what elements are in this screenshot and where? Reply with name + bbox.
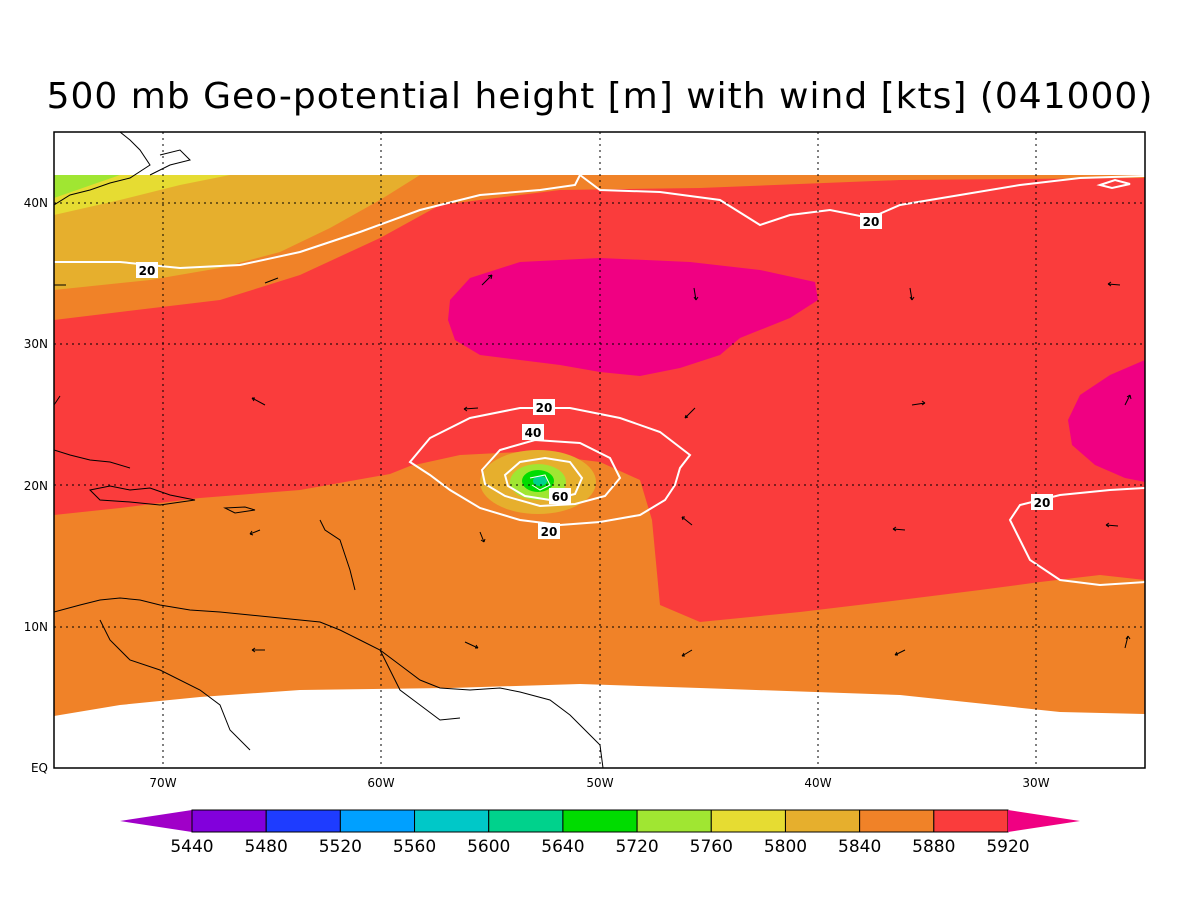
lat-label: EQ <box>31 761 48 775</box>
colorbar-segment <box>562 809 638 833</box>
wind-arrow <box>479 531 486 543</box>
lon-label: 40W <box>804 776 831 790</box>
colorbar-extend-low <box>120 810 192 832</box>
wind-arrow <box>53 395 61 406</box>
wind-arrow <box>894 649 906 656</box>
contour-label: 20 <box>863 215 880 229</box>
wind-arrow <box>681 649 693 657</box>
contour-20-ring <box>408 407 692 527</box>
colorbar-label: 5520 <box>319 837 362 857</box>
colorbar: 5440 5480 5520 5560 5600 5640 5720 5760 5800 5840… <box>120 809 1080 857</box>
coast-north-america <box>54 132 151 206</box>
plot-frame <box>53 131 1146 769</box>
wind-arrow <box>892 526 906 532</box>
contour-20-east <box>1008 487 1145 587</box>
colorbar-extend-high <box>1008 810 1080 832</box>
colorbar-label: 5920 <box>986 837 1029 857</box>
region-high-east <box>1068 360 1145 482</box>
colorbar-segment <box>859 809 935 833</box>
region-5840 <box>54 175 420 290</box>
colorbar-segment <box>339 809 416 833</box>
wind-arrow <box>464 641 479 649</box>
contour-label: 60 <box>552 490 569 504</box>
wind-vectors <box>53 274 1132 657</box>
colorbar-segment <box>784 809 861 833</box>
chart-title: 500 mb Geo-potential height [m] with win… <box>46 76 1154 117</box>
lat-labels: EQ 10N 20N 30N 40N <box>24 196 48 775</box>
region-high-north <box>448 258 818 376</box>
region-5760 <box>54 175 120 198</box>
wind-arrow <box>251 647 265 653</box>
wind-arrow <box>463 406 479 412</box>
hurricane-core-vectors <box>529 474 551 491</box>
wind-arrow <box>909 287 915 301</box>
colorbar-segment <box>636 809 712 833</box>
colorbar-label: 5840 <box>838 837 881 857</box>
region-5800 <box>54 175 230 215</box>
lat-label: 10N <box>24 620 48 634</box>
region-5640-core <box>533 476 547 486</box>
colorbar-label: 5880 <box>912 837 955 857</box>
wind-arrow <box>1124 394 1132 406</box>
colorbar-segment <box>414 809 490 833</box>
coast-nova-scotia <box>149 149 191 176</box>
colorbar-segment <box>191 809 267 833</box>
colorbar-label: 5440 <box>170 837 213 857</box>
lon-label: 30W <box>1022 776 1049 790</box>
colorbar-segment <box>933 809 1009 833</box>
wind-arrow <box>1124 635 1131 649</box>
coast-interior <box>99 619 251 751</box>
wind-arrow <box>693 287 699 301</box>
wind-arrow <box>529 474 551 491</box>
lon-label: 70W <box>149 776 176 790</box>
wind-arrow <box>1107 281 1121 287</box>
lon-label: 60W <box>367 776 394 790</box>
coast-orinoco <box>379 649 461 721</box>
colorbar-label: 5640 <box>541 837 584 857</box>
contour-20-ne-loop <box>1096 178 1131 190</box>
wind-arrow <box>251 397 266 406</box>
colorbar-segment <box>265 809 341 833</box>
lon-labels: 70W 60W 50W 40W 30W <box>149 776 1049 790</box>
coastlines <box>54 132 604 768</box>
coast-hispaniola <box>88 485 196 506</box>
colorbar-segment <box>488 809 564 833</box>
colorbar-label: 5760 <box>690 837 733 857</box>
contour-20-north <box>54 174 1145 270</box>
lat-label: 20N <box>24 479 48 493</box>
coast-puerto-rico <box>223 506 256 514</box>
contour-label: 20 <box>139 264 156 278</box>
coast-cuba <box>54 449 131 469</box>
coast-south-america <box>54 597 604 768</box>
contour-label: 20 <box>541 525 558 539</box>
wind-contours <box>54 174 1145 587</box>
contour-60-ring <box>503 456 584 502</box>
lat-label: 30N <box>24 337 48 351</box>
contour-40-ring <box>480 438 622 508</box>
colorbar-segment <box>710 809 786 833</box>
lat-label: 40N <box>24 196 48 210</box>
colorbar-label: 5600 <box>467 837 510 857</box>
colorbar-label: 5480 <box>245 837 288 857</box>
colorbar-label: 5560 <box>393 837 436 857</box>
contour-label: 20 <box>1034 496 1051 510</box>
lon-label: 50W <box>586 776 613 790</box>
wind-arrow <box>481 274 493 286</box>
contour-labels: 20 20 20 40 60 20 20 <box>136 213 1053 539</box>
wind-arrow <box>264 277 279 284</box>
contour-label: 40 <box>525 426 542 440</box>
wind-arrow <box>911 400 926 406</box>
wind-arrow <box>249 529 261 536</box>
wind-arrow <box>681 516 693 526</box>
grid <box>54 132 1145 768</box>
wind-arrow <box>1105 522 1119 528</box>
contour-label: 20 <box>536 401 553 415</box>
wind-arrow <box>684 407 696 419</box>
colorbar-label: 5800 <box>764 837 807 857</box>
region-5920 <box>54 178 1145 622</box>
colorbar-label: 5720 <box>615 837 658 857</box>
coast-antilles <box>319 519 356 591</box>
